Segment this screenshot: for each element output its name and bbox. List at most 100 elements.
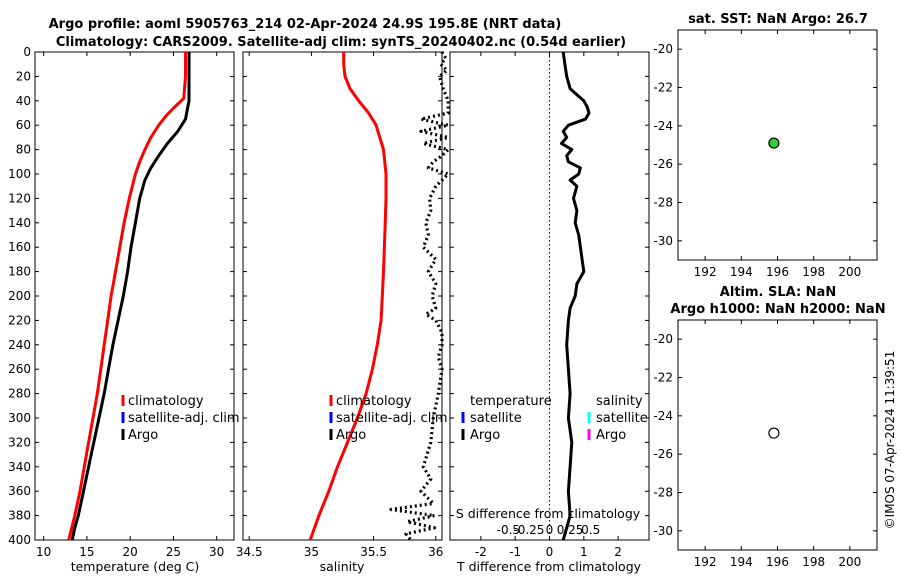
lat-tick-label: -30 — [653, 234, 673, 248]
figure-title-line2: Climatology: CARS2009. Satellite-adj cli… — [56, 35, 626, 50]
temperature-xlabel: temperature (deg C) — [71, 559, 200, 574]
x-tick-label: 30 — [209, 545, 224, 559]
salinity-legend: climatology satellite-adj. clim Argo — [329, 394, 448, 443]
lat-tick-label: -30 — [653, 524, 673, 538]
lat-tick-label: -28 — [653, 486, 673, 500]
temperature-legend: climatology satellite-adj. clim Argo — [121, 394, 240, 443]
temperature-panel — [34, 51, 235, 541]
lat-tick-label: -22 — [653, 371, 673, 385]
lon-tick-label: 192 — [694, 555, 717, 569]
depth-tick-label: 400 — [8, 533, 31, 547]
depth-tick-label: 180 — [8, 265, 31, 279]
s-diff-tick-label: 0 — [546, 523, 554, 537]
s-diff-tick-label: -0.5 — [497, 523, 520, 537]
lat-tick-label: -20 — [653, 42, 673, 56]
depth-tick-label: 200 — [8, 289, 31, 303]
s-diff-tick-label: 0.5 — [581, 523, 600, 537]
series-argo-line — [70, 52, 191, 541]
sla-map-chart: -20 -22 -24 -26 -28 -30 192 194 196 198 200 — [653, 320, 877, 569]
salinity-xlabel: salinity — [320, 559, 365, 574]
depth-tick-label: 380 — [8, 509, 31, 523]
x-tick-label: 34.5 — [236, 545, 263, 559]
difference-legend: temperature satellite Argo salinity sate… — [461, 394, 648, 443]
lon-tick-label: 200 — [838, 265, 861, 279]
sla-map-title-line2: Argo h1000: NaN h2000: NaN — [670, 302, 885, 317]
lat-tick-label: -28 — [653, 196, 673, 210]
lon-tick-label: 198 — [802, 265, 825, 279]
lat-tick-label: -20 — [653, 332, 673, 346]
legend-salinity-title: salinity — [596, 394, 643, 409]
argo-location-marker — [768, 137, 780, 149]
x-tick-label: 36 — [428, 545, 443, 559]
x-tick-label: 1 — [580, 545, 588, 559]
salinity-chart: 34.5 35 35.5 36 — [236, 51, 450, 559]
t-difference-xlabel: T difference from climatology — [456, 559, 642, 574]
depth-tick-label: 280 — [8, 387, 31, 401]
x-tick-label: 2 — [614, 545, 622, 559]
lon-tick-label: 198 — [802, 555, 825, 569]
depth-tick-label: 340 — [8, 460, 31, 474]
x-tick-label: 0 — [546, 545, 554, 559]
legend-sal-satellite-label: satellite — [596, 411, 648, 426]
depth-tick-label: 360 — [8, 484, 31, 498]
depth-tick-label: 260 — [8, 362, 31, 376]
lat-tick-label: -24 — [653, 409, 673, 423]
legend-climatology-label: climatology — [336, 394, 412, 409]
x-tick-label: 25 — [166, 545, 181, 559]
lon-tick-label: 192 — [694, 265, 717, 279]
depth-tick-label: 0 — [23, 45, 31, 59]
x-tick-label: -1 — [509, 545, 521, 559]
legend-climatology-label: climatology — [128, 394, 204, 409]
sst-map-title: sat. SST: NaN Argo: 26.7 — [688, 12, 868, 27]
lat-tick-label: -24 — [653, 119, 673, 133]
legend-temp-satellite-label: satellite — [470, 411, 522, 426]
series-climatology-line — [308, 52, 388, 541]
lon-tick-label: 194 — [730, 555, 753, 569]
x-tick-label: 10 — [36, 545, 51, 559]
x-tick-label: 35.5 — [360, 545, 387, 559]
legend-temp-argo-label: Argo — [470, 428, 500, 443]
x-tick-label: 35 — [304, 545, 319, 559]
lon-tick-label: 194 — [730, 265, 753, 279]
x-tick-label: -2 — [475, 545, 487, 559]
legend-temperature-title: temperature — [470, 394, 552, 409]
argo-location-marker — [768, 427, 780, 439]
lat-tick-label: -26 — [653, 157, 673, 171]
depth-tick-label: 100 — [8, 167, 31, 181]
legend-argo-label: Argo — [128, 428, 158, 443]
depth-tick-label: 300 — [8, 411, 31, 425]
s-difference-label: S difference from climatology — [456, 506, 641, 521]
depth-tick-label: 140 — [8, 216, 31, 230]
lon-tick-label: 200 — [838, 555, 861, 569]
depth-tick-label: 60 — [16, 118, 31, 132]
sla-map-title-line1: Altim. SLA: NaN — [720, 285, 836, 300]
difference-chart: -2 -1 0 1 2 -0.5-0.25 0 0.250.5 — [450, 51, 649, 559]
s-diff-tick-label: 0.25 — [557, 523, 584, 537]
figure-title-line1: Argo profile: aoml 5905763_214 02-Apr-20… — [49, 17, 562, 32]
depth-tick-label: 40 — [16, 94, 31, 108]
series-argo-t-diff-line — [560, 51, 591, 541]
depth-tick-label: 80 — [16, 143, 31, 157]
timestamp-label: ©IMOS 07-Apr-2024 11:39:51 — [883, 351, 897, 530]
lat-tick-label: -22 — [653, 81, 673, 95]
x-tick-label: 15 — [79, 545, 94, 559]
lon-tick-label: 196 — [766, 555, 789, 569]
salinity-panel — [242, 51, 443, 541]
legend-sal-argo-label: Argo — [596, 428, 626, 443]
s-diff-tick-label: -0.25 — [513, 523, 544, 537]
series-climatology-line — [67, 52, 187, 541]
depth-tick-label: 160 — [8, 240, 31, 254]
legend-satellite-adj-label: satellite-adj. clim — [336, 411, 448, 426]
depth-tick-label: 120 — [8, 191, 31, 205]
depth-tick-label: 240 — [8, 338, 31, 352]
lon-tick-label: 196 — [766, 265, 789, 279]
temperature-chart: 0 20 40 60 80 100 120 140 160 180 200 220 240 260 280 3… — [8, 45, 234, 559]
lat-tick-label: -26 — [653, 447, 673, 461]
sst-map-chart: -20 -22 -24 -26 -28 -30 192 194 196 198 200 — [653, 30, 877, 279]
depth-tick-label: 320 — [8, 435, 31, 449]
legend-argo-label: Argo — [336, 428, 366, 443]
depth-tick-label: 20 — [16, 69, 31, 83]
x-tick-label: 20 — [123, 545, 138, 559]
depth-tick-label: 220 — [8, 313, 31, 327]
